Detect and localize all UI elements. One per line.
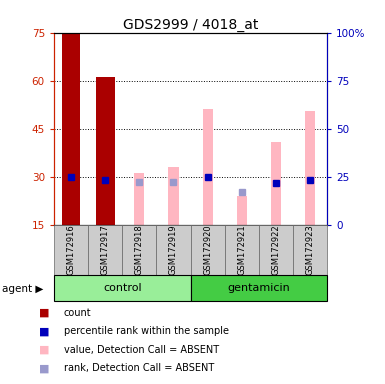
Text: rank, Detection Call = ABSENT: rank, Detection Call = ABSENT [64, 363, 214, 373]
Text: ■: ■ [38, 363, 49, 373]
Text: GSM172917: GSM172917 [100, 224, 110, 275]
Bar [237, 196, 247, 225]
Bar [225, 225, 259, 275]
Bar [305, 111, 315, 225]
Bar [271, 142, 281, 225]
Text: value, Detection Call = ABSENT: value, Detection Call = ABSENT [64, 345, 219, 355]
Text: GSM172922: GSM172922 [271, 224, 281, 275]
Text: GSM172923: GSM172923 [306, 224, 315, 275]
Text: GSM172921: GSM172921 [237, 224, 246, 275]
Bar [156, 225, 191, 275]
Bar [259, 225, 293, 275]
Bar [191, 275, 327, 301]
Bar [54, 225, 88, 275]
Bar [203, 109, 213, 225]
Bar [62, 33, 80, 225]
Text: count: count [64, 308, 91, 318]
Text: percentile rank within the sample: percentile rank within the sample [64, 326, 229, 336]
Text: ■: ■ [38, 345, 49, 355]
Text: agent ▶: agent ▶ [2, 284, 43, 294]
Bar [134, 173, 144, 225]
Bar [54, 275, 191, 301]
Text: GSM172916: GSM172916 [67, 224, 75, 275]
Text: ■: ■ [38, 308, 49, 318]
Bar [168, 167, 179, 225]
Text: GSM172920: GSM172920 [203, 224, 212, 275]
Text: GSM172918: GSM172918 [135, 224, 144, 275]
Text: ■: ■ [38, 326, 49, 336]
Bar [96, 78, 115, 225]
Bar [191, 225, 225, 275]
Bar [122, 225, 156, 275]
Text: control: control [103, 283, 142, 293]
Bar [293, 225, 327, 275]
Title: GDS2999 / 4018_at: GDS2999 / 4018_at [123, 18, 258, 31]
Text: GSM172919: GSM172919 [169, 224, 178, 275]
Bar [88, 225, 122, 275]
Text: gentamicin: gentamicin [228, 283, 290, 293]
